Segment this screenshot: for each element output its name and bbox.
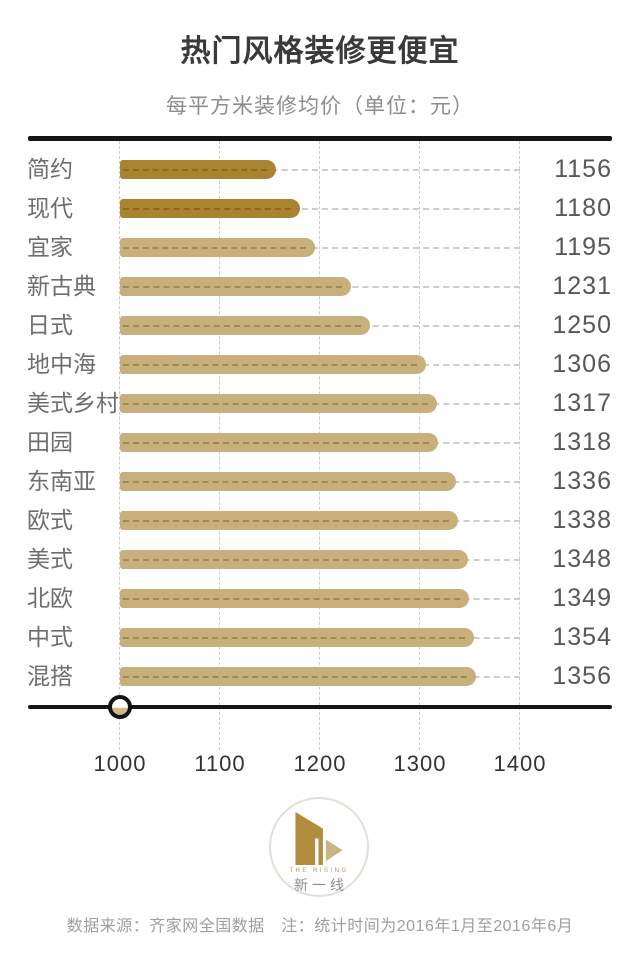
row-gridline [120, 168, 520, 171]
bar-row: 地中海 1306 [0, 345, 640, 384]
bar [120, 472, 456, 491]
x-tick-label: 1100 [194, 751, 246, 776]
value-label: 1317 [552, 389, 612, 417]
x-tick-label: 1400 [493, 751, 547, 776]
bar-row: 东南亚 1336 [0, 462, 640, 501]
x-tick-label: 1200 [293, 751, 347, 776]
bar-row: 简约 1156 [0, 150, 640, 189]
bar [120, 433, 438, 452]
bar-inner-dash [123, 597, 460, 600]
category-label: 混搭 [27, 663, 73, 689]
bar [120, 238, 315, 257]
category-label: 简约 [27, 156, 73, 182]
bar-inner-dash [123, 675, 467, 678]
bar-row: 欧式 1338 [0, 501, 640, 540]
row-gridline [120, 207, 520, 210]
category-label: 地中海 [27, 351, 96, 377]
bar-inner-dash [123, 480, 447, 483]
chart-top-rule [28, 136, 612, 141]
category-label: 日式 [27, 312, 73, 338]
bar-row: 北欧 1349 [0, 579, 640, 618]
category-label: 东南亚 [27, 468, 96, 494]
bar-row: 美式乡村 1317 [0, 384, 640, 423]
bar-row: 新古典 1231 [0, 267, 640, 306]
logo-name-en: THE RISING [289, 868, 349, 874]
rising-lab-logo-icon [295, 812, 343, 865]
bar-row: 日式 1250 [0, 306, 640, 345]
value-label: 1338 [552, 506, 612, 534]
bar-inner-dash [123, 285, 342, 288]
value-label: 1336 [552, 467, 612, 495]
category-label: 欧式 [27, 507, 73, 533]
bar-inner-dash [123, 363, 417, 366]
bar-row: 中式 1354 [0, 618, 640, 657]
bar-inner-dash [123, 324, 361, 327]
bar-inner-dash [123, 519, 449, 522]
bar-inner-dash [123, 246, 306, 249]
bar-inner-dash [123, 207, 291, 210]
value-label: 1318 [552, 428, 612, 456]
bar-row: 混搭 1356 [0, 657, 640, 696]
value-label: 1156 [554, 155, 612, 183]
category-label: 美式 [27, 546, 73, 572]
bar-row: 田园 1318 [0, 423, 640, 462]
bar [120, 589, 469, 608]
bar [120, 511, 458, 530]
page-title: 热门风格装修更便宜 [180, 35, 460, 68]
value-label: 1306 [552, 350, 612, 378]
category-label: 新古典 [27, 273, 96, 299]
bar-inner-dash [123, 402, 428, 405]
value-label: 1195 [554, 233, 612, 261]
category-label: 美式乡村 [27, 390, 119, 416]
axis-origin-marker [108, 695, 132, 719]
category-label: 现代 [27, 195, 73, 221]
bar-inner-dash [123, 168, 267, 171]
bar [120, 160, 276, 179]
bar [120, 628, 474, 647]
v-gridline [519, 141, 520, 750]
bar-row: 现代 1180 [0, 189, 640, 228]
category-label: 宜家 [27, 234, 73, 260]
bar-inner-dash [123, 636, 465, 639]
value-label: 1354 [552, 623, 612, 651]
bar [120, 355, 426, 374]
category-label: 中式 [27, 624, 73, 650]
bar [120, 316, 370, 335]
bar-inner-dash [123, 558, 459, 561]
logo-name-zh: 新一线 [294, 877, 348, 893]
bar [120, 277, 351, 296]
bar-row: 宜家 1195 [0, 228, 640, 267]
category-label: 北欧 [27, 585, 73, 611]
value-label: 1348 [552, 545, 612, 573]
category-label: 田园 [27, 429, 73, 455]
v-gridline [119, 141, 120, 750]
x-tick-label: 1000 [93, 751, 147, 776]
bar [120, 394, 437, 413]
logo-badge: THE RISING 新一线 [269, 797, 369, 897]
value-label: 1250 [552, 311, 612, 339]
value-label: 1356 [552, 662, 612, 690]
bar [120, 550, 468, 569]
bar [120, 667, 476, 686]
bar-inner-dash [123, 441, 429, 444]
value-label: 1180 [554, 194, 612, 222]
x-tick-label: 1300 [393, 751, 447, 776]
value-label: 1349 [552, 584, 612, 612]
bar [120, 199, 300, 218]
row-gridline [120, 246, 520, 249]
bar-row: 美式 1348 [0, 540, 640, 579]
value-label: 1231 [552, 272, 612, 300]
data-source-note: 数据来源：齐家网全国数据 注：统计时间为2016年1月至2016年6月 [66, 918, 574, 935]
page-subtitle: 每平方米装修均价（单位：元） [166, 95, 474, 118]
x-axis-line [28, 705, 612, 709]
